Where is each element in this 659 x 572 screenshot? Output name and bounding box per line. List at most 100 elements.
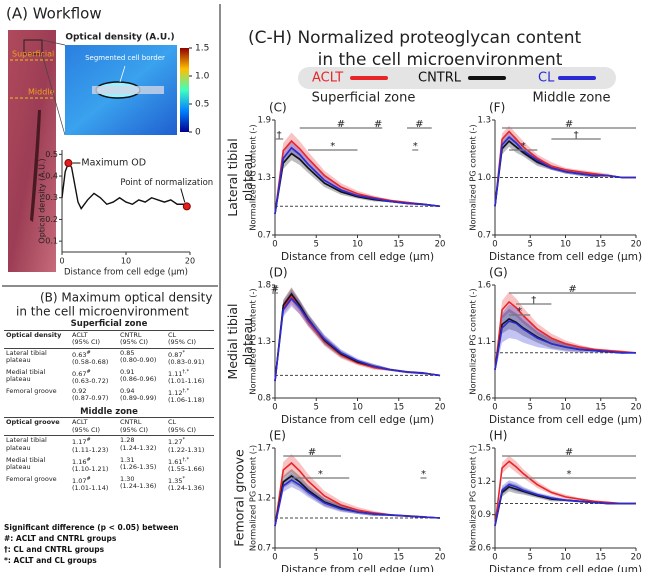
y-tick-label: 1.6 xyxy=(477,281,491,291)
value-cell: 0.91(0.86-0.96) xyxy=(118,368,166,387)
y-tick-label: 0.6 xyxy=(477,394,491,404)
x-tick-label: 0 xyxy=(492,553,497,563)
significance-mark: # xyxy=(86,457,90,463)
value-cell: 0.94(0.89-0.99) xyxy=(118,387,166,406)
value-cell: 0.85(0.80-0.90) xyxy=(118,348,166,368)
x-tick-label: 5 xyxy=(528,553,533,563)
significance-mark: †,* xyxy=(182,369,189,375)
x-axis-label: Distance from cell edge (μm) xyxy=(281,564,434,572)
y-tick-label: 1.5 xyxy=(477,444,491,454)
colorbar xyxy=(180,48,189,132)
legend-label: ACLT xyxy=(312,71,343,86)
ci: (0.83-0.91) xyxy=(168,359,212,367)
x-tick-label: 0 xyxy=(59,257,64,266)
y-tick-label: 1.3 xyxy=(257,173,271,183)
colorbar-tick-label: 0.5 xyxy=(195,100,209,110)
x-tick-label: 5 xyxy=(314,403,319,413)
y-tick-label: 1.3 xyxy=(257,337,271,347)
y-tick-label: 0.1 xyxy=(45,237,58,246)
significance-mark: * xyxy=(182,350,185,356)
significance-label: † xyxy=(277,130,282,141)
x-axis-label: Distance from cell edge (μm) xyxy=(64,268,188,278)
x-tick-label: 20 xyxy=(435,240,446,250)
od-table: Superficial zoneOptical densityACLT(95% … xyxy=(4,318,214,494)
row-label: Femoral groove xyxy=(232,449,247,547)
x-tick-label: 15 xyxy=(393,403,404,413)
y-tick-label: 1.2 xyxy=(477,477,491,487)
y-tick-label: 0.8 xyxy=(257,394,271,404)
footnote-title: Significant difference (p < 0.05) betwee… xyxy=(4,522,216,533)
x-tick-label: 20 xyxy=(631,553,642,563)
y-axis-label: Normalized PG content (-) xyxy=(468,124,478,230)
section-title: Superficial zone xyxy=(4,318,214,330)
header-cell: Optical groove xyxy=(4,418,70,436)
header-cell: CNTRL(95% CI) xyxy=(118,418,166,436)
header-row: Optical grooveACLT(95% CI)CNTRL(95% CI)C… xyxy=(4,418,214,436)
x-tick-label: 15 xyxy=(393,240,404,250)
x-tick-label: 15 xyxy=(595,553,606,563)
panel-label: (E) xyxy=(269,429,286,443)
x-tick-label: 10 xyxy=(352,553,363,563)
ci: (1.26-1.35) xyxy=(120,464,164,472)
row-label: Lateral tibial plateau xyxy=(4,436,70,456)
x-axis-label: Distance from cell edge (μm) xyxy=(489,414,642,426)
ci: (1.22-1.31) xyxy=(168,447,212,455)
value-cell: 1.12†,*(1.06-1.18) xyxy=(166,387,214,406)
y-tick-label: 1.9 xyxy=(257,116,271,126)
panel-label: (F) xyxy=(489,101,505,115)
x-tick-label: 15 xyxy=(595,403,606,413)
y-tick-label: 0.4 xyxy=(45,172,58,181)
value-cell: 1.16#(1.10-1.21) xyxy=(70,456,118,475)
significance-label: * xyxy=(517,306,522,317)
row-label-line: Lateral tibial xyxy=(225,138,240,216)
y-tick-label: 0.5 xyxy=(45,150,58,159)
y-tick-label: 0.3 xyxy=(45,193,58,202)
column-title: Superficial zone xyxy=(312,91,416,106)
ci: (1.01-1.14) xyxy=(72,485,116,493)
x-tick-label: 20 xyxy=(631,403,642,413)
panel-label: (C) xyxy=(269,101,287,115)
ci-label: (95% CI) xyxy=(120,339,164,347)
significance-label: * xyxy=(330,141,335,152)
significance-label: # xyxy=(568,284,576,295)
panel-heading: in the cell microenvironment xyxy=(16,305,189,319)
main-title: (C-H) Normalized proteoglycan content xyxy=(248,28,582,48)
x-tick-label: 5 xyxy=(528,240,533,250)
ci: (0.63-0.72) xyxy=(72,378,116,386)
header-cell: CL(95% CI) xyxy=(166,418,214,436)
x-tick-label: 15 xyxy=(595,240,606,250)
value-cell: 1.17#(1.11-1.23) xyxy=(70,436,118,456)
y-tick-label: 1.3 xyxy=(477,116,491,126)
footnotes: Significant difference (p < 0.05) betwee… xyxy=(4,522,216,566)
significance-label: # xyxy=(565,447,573,458)
section-title: Middle zone xyxy=(4,406,214,418)
x-tick-label: 20 xyxy=(185,257,195,266)
y-tick-label: 0.7 xyxy=(477,231,491,241)
significance-label: # xyxy=(374,119,382,130)
header-cell: ACLT(95% CI) xyxy=(70,418,118,436)
row-label: Femoral groove xyxy=(4,387,70,406)
panel-heading: (A) Workflow xyxy=(6,5,102,23)
colorbar-tick-label: 0 xyxy=(195,128,201,138)
y-tick-label: 0.7 xyxy=(257,544,271,554)
value-cell: 1.35*(1.24-1.36) xyxy=(166,475,214,494)
significance-label: † xyxy=(574,130,579,141)
y-tick-label: 1.1 xyxy=(477,337,491,347)
ci: (1.11-1.23) xyxy=(72,447,116,455)
x-tick-label: 20 xyxy=(631,240,642,250)
x-tick-label: 10 xyxy=(560,553,571,563)
annotation: Point of normalization xyxy=(120,178,213,188)
highlight-point xyxy=(183,203,190,210)
header-cell: ACLT(95% CI) xyxy=(70,330,118,348)
value-cell: 1.07#(1.01-1.14) xyxy=(70,475,118,494)
ci: (1.10-1.21) xyxy=(72,466,116,474)
significance-mark: * xyxy=(182,437,185,443)
significance-mark: # xyxy=(86,437,90,443)
section-row: Superficial zone xyxy=(4,318,214,330)
highlight-point xyxy=(65,160,72,167)
y-tick-label: 1.7 xyxy=(257,444,271,454)
header-cell: CL(95% CI) xyxy=(166,330,214,348)
profile-band xyxy=(92,86,164,94)
